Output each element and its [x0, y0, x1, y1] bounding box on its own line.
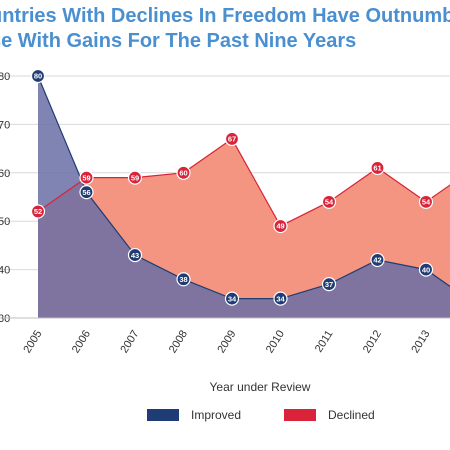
x-tick-label: 2011 [313, 328, 336, 354]
x-tick-label: 2006 [70, 328, 93, 355]
data-label-declined: 60 [179, 169, 187, 178]
data-point-improved [370, 252, 385, 268]
data-label-declined: 49 [276, 222, 284, 231]
data-label-declined: 52 [34, 207, 42, 216]
chart-title-line-1: untries With Declines In Freedom Have Ou… [0, 5, 450, 27]
legend-swatch-improved [147, 409, 179, 421]
data-point-declined [224, 131, 240, 147]
y-tick-label: 40 [0, 265, 10, 277]
data-point-declined [127, 170, 143, 185]
x-axis-title: Year under Review [209, 380, 311, 394]
x-tick-label: 2008 [167, 328, 190, 355]
data-point-improved [127, 247, 143, 263]
data-point-declined [321, 194, 337, 209]
data-label-improved: 34 [276, 294, 285, 303]
data-point-declined [418, 194, 434, 209]
data-label-improved: 38 [179, 275, 187, 284]
legend-item-declined: Declined [284, 408, 375, 422]
data-point-declined [30, 204, 46, 219]
data-point-declined [370, 160, 385, 176]
x-tick-label: 2005 [21, 328, 44, 355]
legend-swatch-declined [284, 409, 316, 421]
data-point-declined [79, 170, 94, 185]
data-point-improved [30, 68, 46, 84]
data-label-declined: 54 [325, 198, 334, 207]
data-label-improved: 40 [422, 265, 430, 274]
x-tick-label: 2007 [118, 328, 141, 355]
data-label-improved: 80 [34, 72, 42, 81]
data-point-improved [79, 185, 94, 200]
data-label-declined: 59 [82, 173, 90, 182]
y-tick-label: 30 [0, 313, 10, 325]
series-line-declined [37, 138, 450, 227]
data-label-improved: 34 [228, 294, 237, 303]
y-tick-label: 60 [0, 168, 10, 180]
data-label-improved: 42 [373, 256, 381, 265]
x-tick-label: 2009 [215, 328, 238, 355]
data-label-improved: 37 [325, 280, 333, 289]
data-point-improved [321, 277, 337, 292]
data-label-declined: 59 [131, 173, 139, 182]
data-label-improved: 43 [131, 251, 139, 260]
data-point-improved [176, 272, 191, 287]
y-tick-label: 70 [0, 119, 10, 131]
series-area-improved [38, 76, 450, 318]
y-tick-label: 80 [0, 71, 10, 83]
legend-label-declined: Declined [328, 408, 375, 422]
data-point-declined [176, 165, 191, 180]
x-tick-label: 2010 [264, 328, 287, 355]
chart-title: untries With Declines In Freedom Have Ou… [0, 4, 450, 54]
data-point-improved [273, 291, 288, 306]
data-point-improved [224, 291, 240, 306]
y-tick-label: 50 [0, 216, 10, 228]
legend-item-improved: Improved [147, 408, 241, 422]
chart-title-line-2: se With Gains For The Past Nine Years [0, 30, 357, 52]
x-tick-label: 2013 [409, 328, 432, 355]
data-label-declined: 54 [422, 198, 431, 207]
legend-label-improved: Improved [191, 408, 242, 422]
data-point-declined [273, 218, 288, 234]
data-label-declined: 67 [228, 135, 236, 144]
series-line-improved [37, 75, 450, 300]
data-label-declined: 61 [373, 164, 381, 173]
data-label-improved: 56 [82, 188, 90, 197]
data-point-improved [418, 262, 434, 277]
x-tick-label: 2012 [361, 328, 384, 355]
